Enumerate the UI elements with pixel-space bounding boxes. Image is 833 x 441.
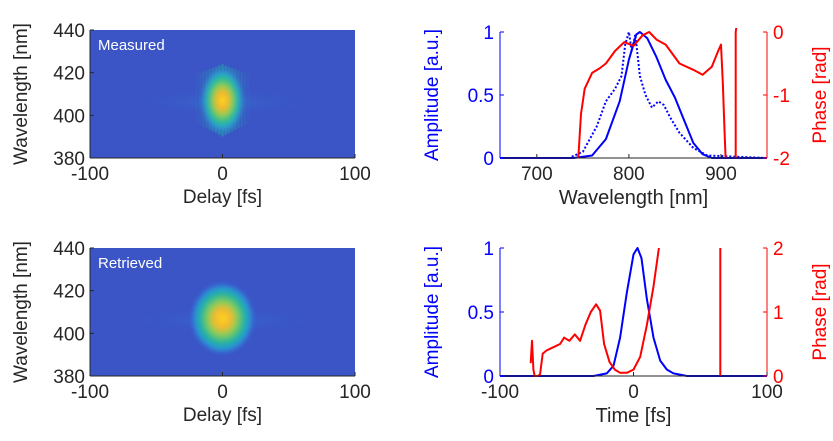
heatmap-stripe — [243, 72, 247, 126]
y-tick-label: 440 — [53, 21, 85, 42]
y-tick-label: 400 — [53, 106, 85, 127]
amplitude-series-0 — [500, 31, 767, 159]
heatmap-peak — [200, 66, 245, 135]
right-tick-label: 0 — [773, 23, 784, 44]
x-axis-label: Time [fs] — [596, 405, 672, 427]
y-tick-label: 400 — [53, 324, 85, 345]
left-tick-label: 0 — [483, 367, 494, 388]
x-tick-label: -100 — [71, 164, 109, 185]
y-tick-label: 420 — [53, 282, 85, 303]
y-tick-label: 380 — [53, 367, 85, 388]
x-tick-label: 0 — [217, 382, 228, 403]
left-tick-label: 0.5 — [468, 303, 494, 324]
phase-series-1 — [529, 247, 660, 377]
x-tick-label: 100 — [339, 382, 371, 403]
x-axis-label: Delay [fs] — [183, 405, 262, 426]
y-tick-label: 420 — [53, 64, 85, 85]
right-axis-label: Phase [rad] — [810, 46, 831, 143]
phase-series-3 — [734, 28, 738, 158]
x-tick-label: 0 — [217, 164, 228, 185]
x-axis-label: Wavelength [nm] — [559, 187, 708, 209]
right-tick-label: 2 — [773, 239, 784, 260]
right-axis-label: Phase [rad] — [810, 263, 831, 360]
heatmap-stripe — [246, 74, 250, 124]
heatmap-annotation: Measured — [98, 37, 165, 54]
heatmap-annotation: Retrieved — [98, 255, 162, 272]
left-tick-label: 0 — [483, 149, 494, 170]
x-tick-label: 800 — [613, 164, 645, 185]
y-axis-label: Wavelength [nm] — [11, 241, 32, 383]
x-tick-label: 900 — [705, 164, 737, 185]
left-tick-label: 0.5 — [468, 86, 494, 107]
heatmap-peak — [190, 282, 255, 355]
x-tick-label: -100 — [71, 382, 109, 403]
heatmap-stripe — [195, 74, 199, 124]
y-tick-label: 440 — [53, 239, 85, 260]
right-tick-label: -1 — [773, 86, 790, 107]
right-tick-label: 0 — [773, 367, 784, 388]
right-tick-label: -2 — [773, 149, 790, 170]
left-tick-label: 1 — [483, 239, 494, 260]
y-tick-label: 380 — [53, 149, 85, 170]
amplitude-series-0 — [500, 247, 767, 377]
x-tick-label: -100 — [481, 382, 519, 403]
heatmap-panel-0: Measured -100 0 100 380 400 420 440 Delay [fs] Wa… — [11, 21, 371, 208]
y-axis-label: Wavelength [nm] — [11, 23, 32, 165]
x-tick-label: 100 — [751, 382, 783, 403]
heatmap-stripe — [198, 72, 202, 126]
phase-series-2 — [577, 31, 727, 159]
left-axis-label: Amplitude [a.u.] — [422, 246, 443, 378]
right-tick-label: 1 — [773, 303, 784, 324]
left-axis-label: Amplitude [a.u.] — [422, 29, 443, 161]
x-tick-label: 0 — [628, 382, 639, 403]
x-axis-label: Delay [fs] — [183, 187, 262, 208]
x-tick-label: 100 — [339, 164, 371, 185]
x-tick-label: 700 — [521, 164, 553, 185]
line-panel-0: 700 800 900 0 0.5 1 -2 -1 0 Wavelength [nm] Amplit… — [422, 23, 831, 209]
left-tick-label: 1 — [483, 23, 494, 44]
heatmap-panel-1: Retrieved -100 0 100 380 400 420 440 Delay [fs] W… — [11, 239, 371, 426]
amplitude-series-1 — [500, 31, 767, 159]
